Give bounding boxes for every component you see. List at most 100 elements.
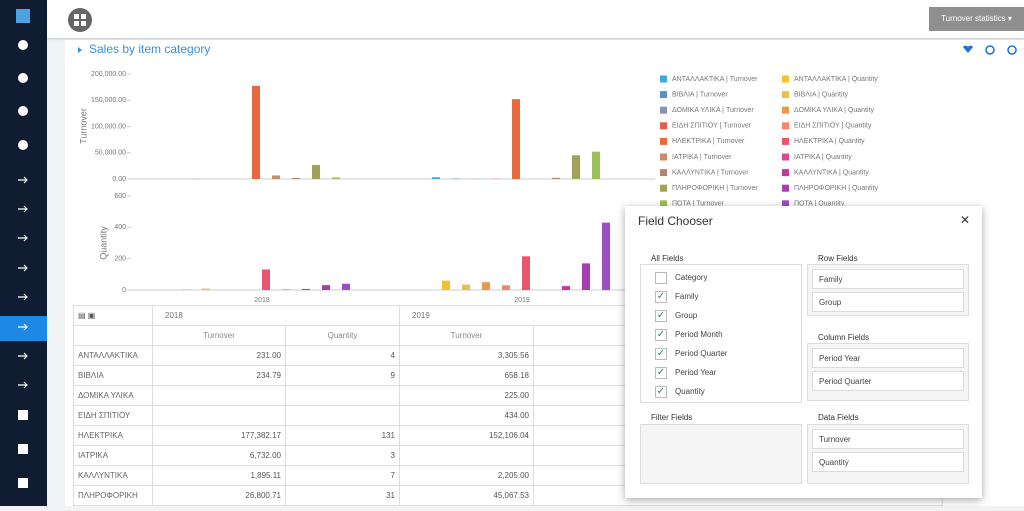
table-cell <box>286 406 400 426</box>
field-item[interactable]: ✓ Period Quarter <box>655 347 727 361</box>
field-label: Group <box>675 311 697 320</box>
field-label: Period Quarter <box>675 349 727 358</box>
field-label: Category <box>675 273 707 282</box>
bar <box>602 223 610 290</box>
field-chip[interactable]: Turnover <box>812 429 964 449</box>
table-cell: 9 <box>286 366 400 386</box>
field-chip[interactable]: Period Year <box>812 348 964 368</box>
y-tick-label: 0 <box>122 287 126 294</box>
bar <box>562 286 570 290</box>
table-cell: 4 <box>286 346 400 366</box>
table-cell: 3 <box>286 446 400 466</box>
bar <box>272 175 280 179</box>
legend-swatch <box>660 185 667 192</box>
table-cell <box>400 446 534 466</box>
legend-swatch <box>660 76 667 83</box>
table-tools: ▤ ▣ <box>74 306 153 326</box>
field-chip[interactable]: Quantity <box>812 452 964 472</box>
data-fields-area: Turnover Quantity <box>807 424 969 484</box>
legend-swatch <box>660 138 667 145</box>
measure-header: Turnover <box>153 326 286 346</box>
corner-cell <box>74 326 153 346</box>
legend-swatch <box>782 169 789 176</box>
legend-label: ΑΝΤΑΛΛΑΚΤΙΚΑ | Turnover <box>672 76 758 83</box>
filter-area[interactable] <box>640 424 802 484</box>
checkbox: ✓ <box>655 348 667 360</box>
column-fields-area: Period Year Period Quarter <box>807 343 969 401</box>
section-title: Row Fields <box>818 254 858 263</box>
field-chip[interactable]: Family <box>812 269 964 289</box>
legend-label: ΙΑΤΡΙΚΑ | Turnover <box>672 154 732 161</box>
checkbox: ✓ <box>655 386 667 398</box>
checkbox: ✓ <box>655 367 667 379</box>
field-item[interactable]: ✓Family <box>655 290 699 304</box>
bar <box>582 263 590 290</box>
table-cell: 1,895.11 <box>153 466 286 486</box>
section-title: Column Fields <box>818 333 869 342</box>
column-group-header: 2018 <box>153 306 400 326</box>
legend-swatch <box>782 138 789 145</box>
table-cell <box>153 386 286 406</box>
row-header: ΙΑΤΡΙΚΑ <box>74 446 153 466</box>
close-button[interactable]: ✕ <box>960 213 970 227</box>
y-tick-label: 200 <box>114 256 126 263</box>
legend-swatch <box>782 122 789 129</box>
row-header: ΠΛΗΡΟΦΟΡΙΚΗ <box>74 486 153 506</box>
checkbox: ✓ <box>655 310 667 322</box>
row-header: ΕΙΔΗ ΣΠΙΤΙΟΥ <box>74 406 153 426</box>
legend-swatch <box>782 107 789 114</box>
table-cell: 26,800.71 <box>153 486 286 506</box>
table-cell: 45,067.53 <box>400 486 534 506</box>
refresh-icon[interactable] <box>1008 46 1016 54</box>
field-label: Period Month <box>675 330 723 339</box>
bar <box>332 177 340 179</box>
bar <box>522 256 530 290</box>
field-item[interactable]: ✓Period Year <box>655 366 716 380</box>
field-item[interactable]: Category <box>655 271 707 285</box>
field-chip[interactable]: Group <box>812 292 964 312</box>
field-item[interactable]: ✓Quantity <box>655 385 705 399</box>
bar <box>572 155 580 179</box>
table-cell: 434.00 <box>400 406 534 426</box>
bar <box>182 289 190 290</box>
legend-label: ΚΑΛΛΥΝΤΙΚΑ | Quantity <box>794 169 869 176</box>
table-cell: 6,732.00 <box>153 446 286 466</box>
bar <box>292 178 300 179</box>
x-tick-label: 2019 <box>514 297 530 304</box>
field-chip[interactable]: Period Quarter <box>812 371 964 391</box>
section-title: All Fields <box>651 254 683 263</box>
bar <box>252 86 260 179</box>
legend-label: ΗΛΕΚΤΡΙΚΑ | Turnover <box>672 138 745 145</box>
bar <box>322 285 330 290</box>
bar <box>552 178 560 179</box>
bar <box>202 289 210 290</box>
table-cell <box>153 406 286 426</box>
bar <box>462 285 470 290</box>
bar <box>302 289 310 290</box>
table-cell: 152,106.04 <box>400 426 534 446</box>
field-item[interactable]: ✓Period Month <box>655 328 723 342</box>
legend-swatch <box>660 169 667 176</box>
table-cell: 225.00 <box>400 386 534 406</box>
legend-label: ΒΙΒΛΙΑ | Turnover <box>672 91 728 98</box>
legend-swatch <box>660 91 667 98</box>
legend-label: ΠΛΗΡΟΦΟΡΙΚΗ | Turnover <box>672 185 758 192</box>
legend-swatch <box>782 91 789 98</box>
y-tick-label: 200,000.00 <box>91 71 126 78</box>
row-header: ΒΙΒΛΙΑ <box>74 366 153 386</box>
table-cell: 7 <box>286 466 400 486</box>
legend-swatch <box>660 107 667 114</box>
axis-title: Turnover <box>78 108 88 144</box>
x-tick-label: 2018 <box>254 297 270 304</box>
y-tick-label: 0.00 <box>112 176 126 183</box>
axis-title: Quantity <box>98 226 108 260</box>
y-tick-label: 50,000.00 <box>95 150 126 157</box>
row-header: ΚΑΛΛΥΝΤΙΚΑ <box>74 466 153 486</box>
link-icon[interactable] <box>986 46 994 54</box>
legend-swatch <box>660 122 667 129</box>
favorite-icon[interactable] <box>963 46 973 53</box>
legend-swatch <box>660 154 667 161</box>
field-item[interactable]: ✓ Group <box>655 309 697 323</box>
section-title: Filter Fields <box>651 413 692 422</box>
measure-header: Turnover <box>400 326 534 346</box>
